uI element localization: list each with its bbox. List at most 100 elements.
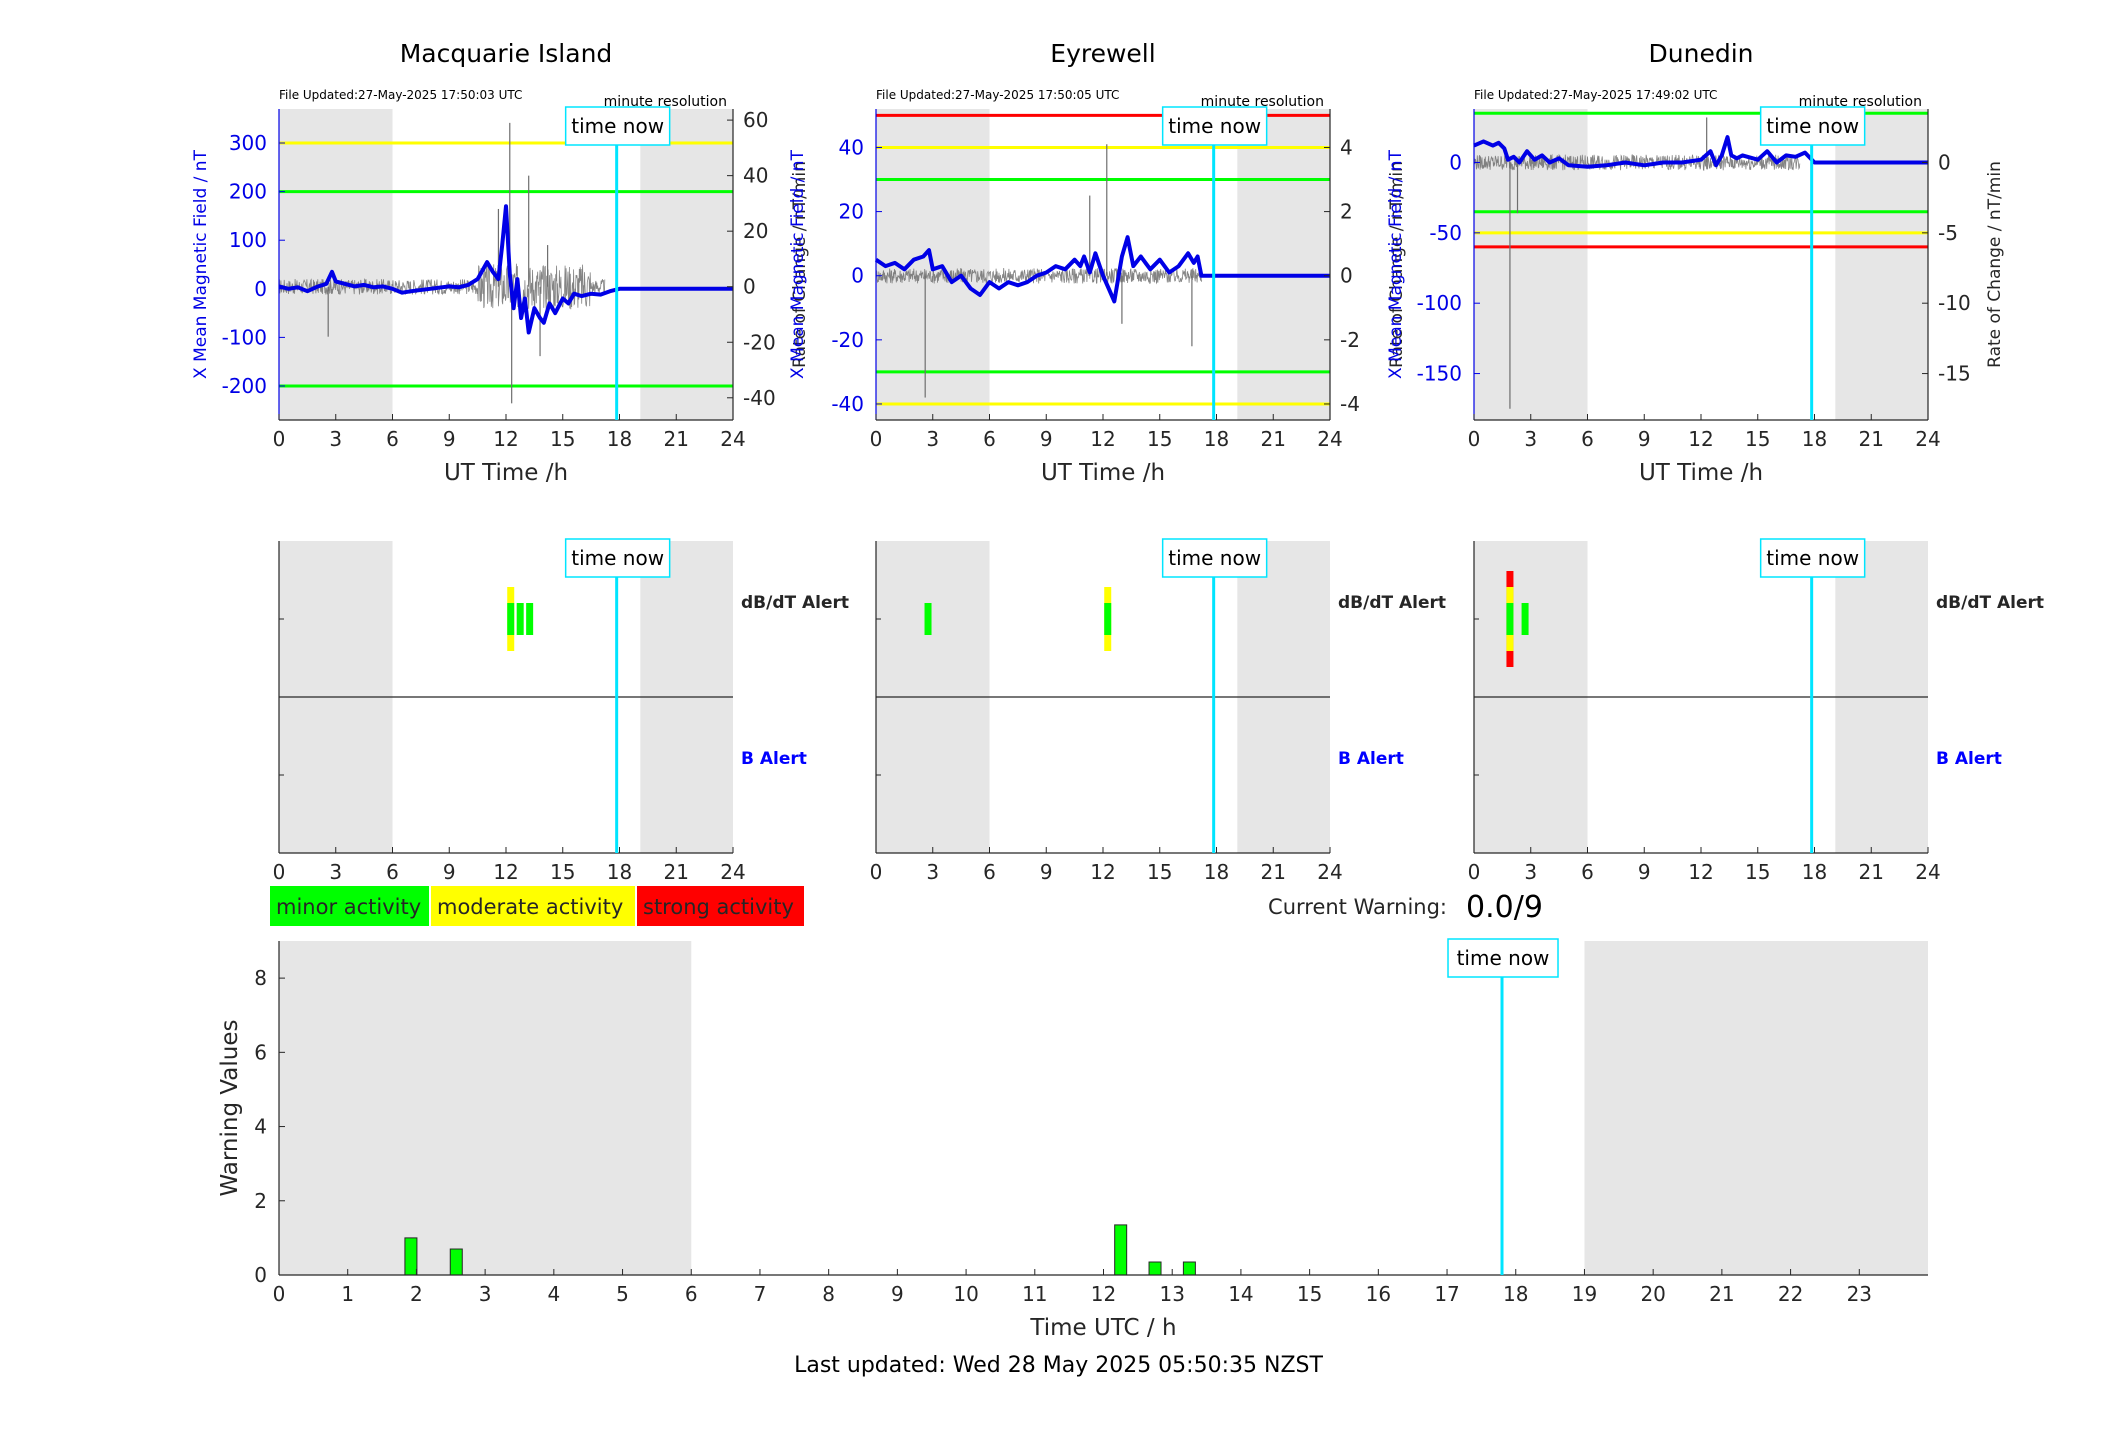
warning-ytick-label-0: 0 <box>254 1263 267 1287</box>
station-1-xtick-label-0: 0 <box>870 427 883 451</box>
alert-2-xtick-label-7: 21 <box>1859 860 1884 884</box>
station-2-ytick-right-label-0: -15 <box>1938 362 1971 386</box>
station-1-ytick-right-label-3: 2 <box>1340 200 1353 224</box>
warning-x-axis-label: Time UTC / h <box>1029 1315 1176 1341</box>
station-2-file-updated: File Updated:27-May-2025 17:49:02 UTC <box>1474 88 1717 102</box>
alert-2-b-label: B Alert <box>1936 749 2002 769</box>
station-2-xtick-label-2: 6 <box>1581 427 1594 451</box>
station-0-xtick-label-3: 9 <box>443 427 456 451</box>
alert-0-b-label: B Alert <box>741 749 807 769</box>
alert-2-time-now-label: time now <box>1766 546 1859 570</box>
station-2-minute-resolution: minute resolution <box>1799 94 1922 110</box>
station-1-xtick-label-2: 6 <box>983 427 996 451</box>
alert-1-dbdt-label: dB/dT Alert <box>1338 593 1446 613</box>
station-0-ytick-right-label-5: 60 <box>743 108 768 132</box>
warning-ytick-label-4: 8 <box>254 966 267 990</box>
station-0-ytick-right-label-4: 40 <box>743 164 768 188</box>
alert-2-xtick-label-0: 0 <box>1468 860 1481 884</box>
alert-2-dbdt-bar-inner-0 <box>1506 603 1514 635</box>
alert-2-xtick-label-4: 12 <box>1688 860 1713 884</box>
warning-xtick-label-7: 7 <box>754 1282 767 1306</box>
alert-1-dbdt-bar-0 <box>924 603 932 635</box>
alert-2-dbdt-bar-1 <box>1521 603 1529 635</box>
station-0-ytick-right-label-1: -20 <box>743 330 776 354</box>
station-1-ytick-left-label-1: -20 <box>831 328 864 352</box>
warning-y-axis-label: Warning Values <box>217 1019 243 1196</box>
alert-2-xtick-label-3: 9 <box>1638 860 1651 884</box>
station-2-xtick-label-3: 9 <box>1638 427 1651 451</box>
alert-0-dbdt-bar-1 <box>516 603 524 635</box>
warning-ytick-label-3: 6 <box>254 1040 267 1064</box>
station-0-night-shade-1 <box>640 109 733 420</box>
station-2-rate-trace <box>1473 153 1801 171</box>
station-1-time-now-box <box>1161 106 1268 146</box>
station-0-xtick-label-8: 24 <box>720 427 745 451</box>
alert-0-xtick-label-2: 6 <box>386 860 399 884</box>
station-1-ytick-right-label-4: 4 <box>1340 135 1353 159</box>
last-updated-text: Last updated: Wed 28 May 2025 05:50:35 N… <box>794 1353 1323 1378</box>
alert-1-xtick-label-5: 15 <box>1147 860 1172 884</box>
station-1-xtick-label-6: 18 <box>1204 427 1229 451</box>
alert-1-xtick-label-0: 0 <box>870 860 883 884</box>
warning-bar-2 <box>1114 1224 1128 1276</box>
alert-1-xtick-label-8: 24 <box>1317 860 1342 884</box>
alert-0-dbdt-bar-inner-0 <box>507 603 515 635</box>
warning-ytick-label-1: 2 <box>254 1189 267 1213</box>
warning-bar-0 <box>404 1237 418 1276</box>
station-1-xtick-label-5: 15 <box>1147 427 1172 451</box>
station-0-y-left-label: X Mean Magnetic Field / nT <box>191 149 211 379</box>
warning-xtick-label-13: 13 <box>1159 1282 1184 1306</box>
current-warning-value: 0.0/9 <box>1466 890 1543 925</box>
station-0-x-axis-label: UT Time /h <box>444 460 568 486</box>
station-2-time-now-box <box>1759 106 1866 146</box>
station-2-x-field-line <box>1473 135 1928 169</box>
legend-swatch-1 <box>431 886 635 926</box>
station-2-ytick-left-label-2: -50 <box>1429 221 1462 245</box>
station-2-time-now-label: time now <box>1766 114 1859 138</box>
warning-xtick-label-21: 21 <box>1709 1282 1734 1306</box>
station-0-ytick-left-label-2: 0 <box>254 277 267 301</box>
alert-0-xtick-label-3: 9 <box>443 860 456 884</box>
station-0-xtick-label-1: 3 <box>329 427 342 451</box>
alert-1-xtick-label-6: 18 <box>1204 860 1229 884</box>
station-2-y-right-label: Rate of Change / nT/min <box>1985 161 2005 368</box>
warning-xtick-label-4: 4 <box>547 1282 560 1306</box>
warning-bar-1 <box>449 1248 463 1276</box>
station-0-ytick-left-label-3: 100 <box>229 228 267 252</box>
station-1-time-now-label: time now <box>1168 114 1261 138</box>
warning-xtick-label-12: 12 <box>1091 1282 1116 1306</box>
warning-time-now-label: time now <box>1457 946 1550 970</box>
alert-2-xtick-label-8: 24 <box>1915 860 1940 884</box>
station-1-xtick-label-8: 24 <box>1317 427 1342 451</box>
station-0-xtick-label-7: 21 <box>664 427 689 451</box>
alert-1-time-now-label: time now <box>1168 546 1261 570</box>
warning-xtick-label-14: 14 <box>1228 1282 1253 1306</box>
station-1-y-right-label: Rate of Change / nT/min <box>1387 161 1407 368</box>
station-2-ytick-right-label-1: -10 <box>1938 291 1971 315</box>
current-warning-label: Current Warning: <box>1268 895 1447 919</box>
warning-bar-3 <box>1148 1261 1162 1276</box>
legend-label-1: moderate activity <box>437 895 623 919</box>
station-1-ytick-left-label-3: 20 <box>839 200 864 224</box>
legend-swatch-0 <box>270 886 429 926</box>
station-1-file-updated: File Updated:27-May-2025 17:50:05 UTC <box>876 88 1119 102</box>
warning-xtick-label-0: 0 <box>273 1282 286 1306</box>
alert-0-xtick-label-0: 0 <box>273 860 286 884</box>
alert-0-xtick-label-4: 12 <box>493 860 518 884</box>
station-1-x-axis-label: UT Time /h <box>1041 460 1165 486</box>
warning-xtick-label-17: 17 <box>1434 1282 1459 1306</box>
station-0-minute-resolution: minute resolution <box>604 94 727 110</box>
station-2-ytick-left-label-0: -150 <box>1417 362 1462 386</box>
station-2-xtick-label-7: 21 <box>1859 427 1884 451</box>
alert-0-xtick-label-5: 15 <box>550 860 575 884</box>
station-0-xtick-label-2: 6 <box>386 427 399 451</box>
station-0-title: Macquarie Island <box>400 39 613 68</box>
station-1-xtick-label-4: 12 <box>1090 427 1115 451</box>
station-0-x-field-line <box>278 204 733 335</box>
warning-xtick-label-8: 8 <box>822 1282 835 1306</box>
station-1-ytick-right-label-1: -2 <box>1340 328 1360 352</box>
